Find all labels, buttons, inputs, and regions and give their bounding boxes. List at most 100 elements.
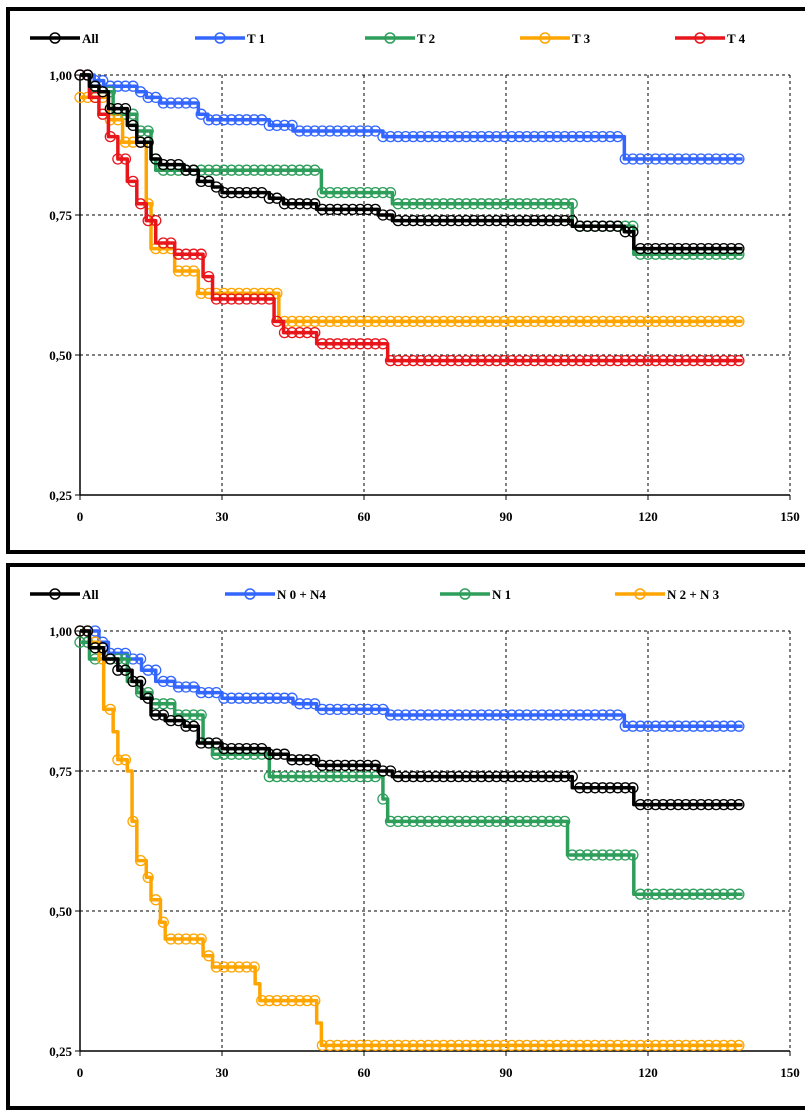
data-point — [248, 293, 260, 305]
data-point — [422, 709, 435, 721]
data-point — [680, 798, 692, 811]
data-point — [180, 164, 192, 176]
data-point — [672, 1039, 684, 1052]
data-point — [521, 354, 533, 367]
data-point — [612, 782, 624, 794]
data-point — [468, 130, 480, 143]
data-point — [574, 782, 586, 794]
data-point — [142, 664, 154, 676]
data-point — [301, 125, 313, 137]
data-point — [97, 108, 109, 120]
data-point — [134, 86, 147, 98]
data-point — [619, 782, 631, 794]
data-point — [589, 849, 601, 861]
data-point — [460, 770, 472, 783]
data-point — [536, 709, 548, 721]
data-point — [384, 186, 397, 199]
data-point — [187, 265, 200, 277]
data-point — [733, 720, 745, 732]
data-point — [536, 315, 548, 328]
data-point — [203, 114, 215, 126]
data-point — [725, 798, 737, 811]
legend-item-t-3: T 3 — [520, 31, 591, 46]
data-point — [180, 933, 192, 945]
data-point — [354, 770, 366, 783]
data-point — [346, 759, 359, 772]
data-point — [369, 338, 382, 350]
data-point — [195, 175, 207, 188]
data-point — [119, 754, 132, 766]
data-point — [589, 782, 601, 794]
data-point — [581, 709, 594, 721]
data-point — [483, 354, 495, 367]
data-point — [142, 125, 154, 137]
data-point — [339, 125, 351, 137]
data-point — [498, 214, 510, 227]
data-point — [687, 242, 700, 255]
data-point — [513, 214, 525, 227]
data-point — [490, 315, 503, 328]
data-point — [475, 709, 488, 721]
data-point — [506, 198, 518, 210]
data-point — [354, 703, 366, 716]
legend-marker — [694, 32, 706, 44]
data-point — [377, 793, 389, 805]
data-point — [453, 709, 465, 721]
data-point — [172, 681, 185, 693]
data-point — [195, 108, 207, 120]
data-point — [324, 186, 336, 199]
data-point — [218, 114, 230, 126]
data-point — [187, 933, 200, 945]
data-point — [331, 125, 344, 137]
data-point — [642, 798, 654, 811]
data-point — [437, 315, 450, 328]
series-line-n-2-n-3 — [80, 629, 743, 1048]
data-point — [172, 933, 185, 945]
data-point — [248, 164, 260, 176]
data-point — [596, 354, 609, 367]
y-tick-label: 0,75 — [49, 764, 72, 779]
data-point — [400, 1039, 412, 1052]
data-point — [445, 815, 457, 828]
data-point — [559, 770, 571, 783]
data-point — [286, 119, 298, 132]
x-tick-label: 150 — [780, 509, 800, 524]
data-point — [301, 698, 313, 710]
data-point — [422, 770, 435, 783]
data-point — [271, 770, 283, 783]
data-point — [240, 293, 253, 305]
data-point — [256, 742, 268, 755]
data-point — [634, 720, 647, 732]
data-point — [127, 815, 139, 828]
data-point — [369, 759, 382, 772]
data-point — [309, 125, 321, 137]
data-point — [596, 315, 609, 328]
series-line-t-1 — [80, 73, 743, 161]
data-point — [324, 759, 336, 772]
x-tick-label: 90 — [500, 509, 513, 524]
data-point — [468, 815, 480, 828]
data-point — [278, 692, 291, 704]
data-point — [415, 1039, 427, 1052]
data-point — [233, 164, 245, 176]
data-point — [551, 315, 563, 328]
data-point — [377, 703, 389, 716]
data-point — [324, 338, 336, 350]
data-point — [581, 782, 594, 794]
data-point — [278, 994, 291, 1007]
data-point — [233, 742, 245, 755]
legend-label: N 2 + N 3 — [667, 587, 720, 602]
data-point — [528, 198, 541, 210]
data-point — [187, 164, 200, 176]
data-point — [256, 692, 268, 704]
data-point — [612, 315, 624, 328]
data-point — [172, 158, 185, 171]
data-point — [453, 315, 465, 328]
data-point — [657, 888, 669, 900]
data-point — [377, 315, 389, 328]
series-t-3 — [74, 91, 745, 328]
data-point — [263, 164, 275, 176]
data-point — [203, 175, 215, 188]
data-point — [483, 198, 495, 210]
data-point — [453, 198, 465, 210]
